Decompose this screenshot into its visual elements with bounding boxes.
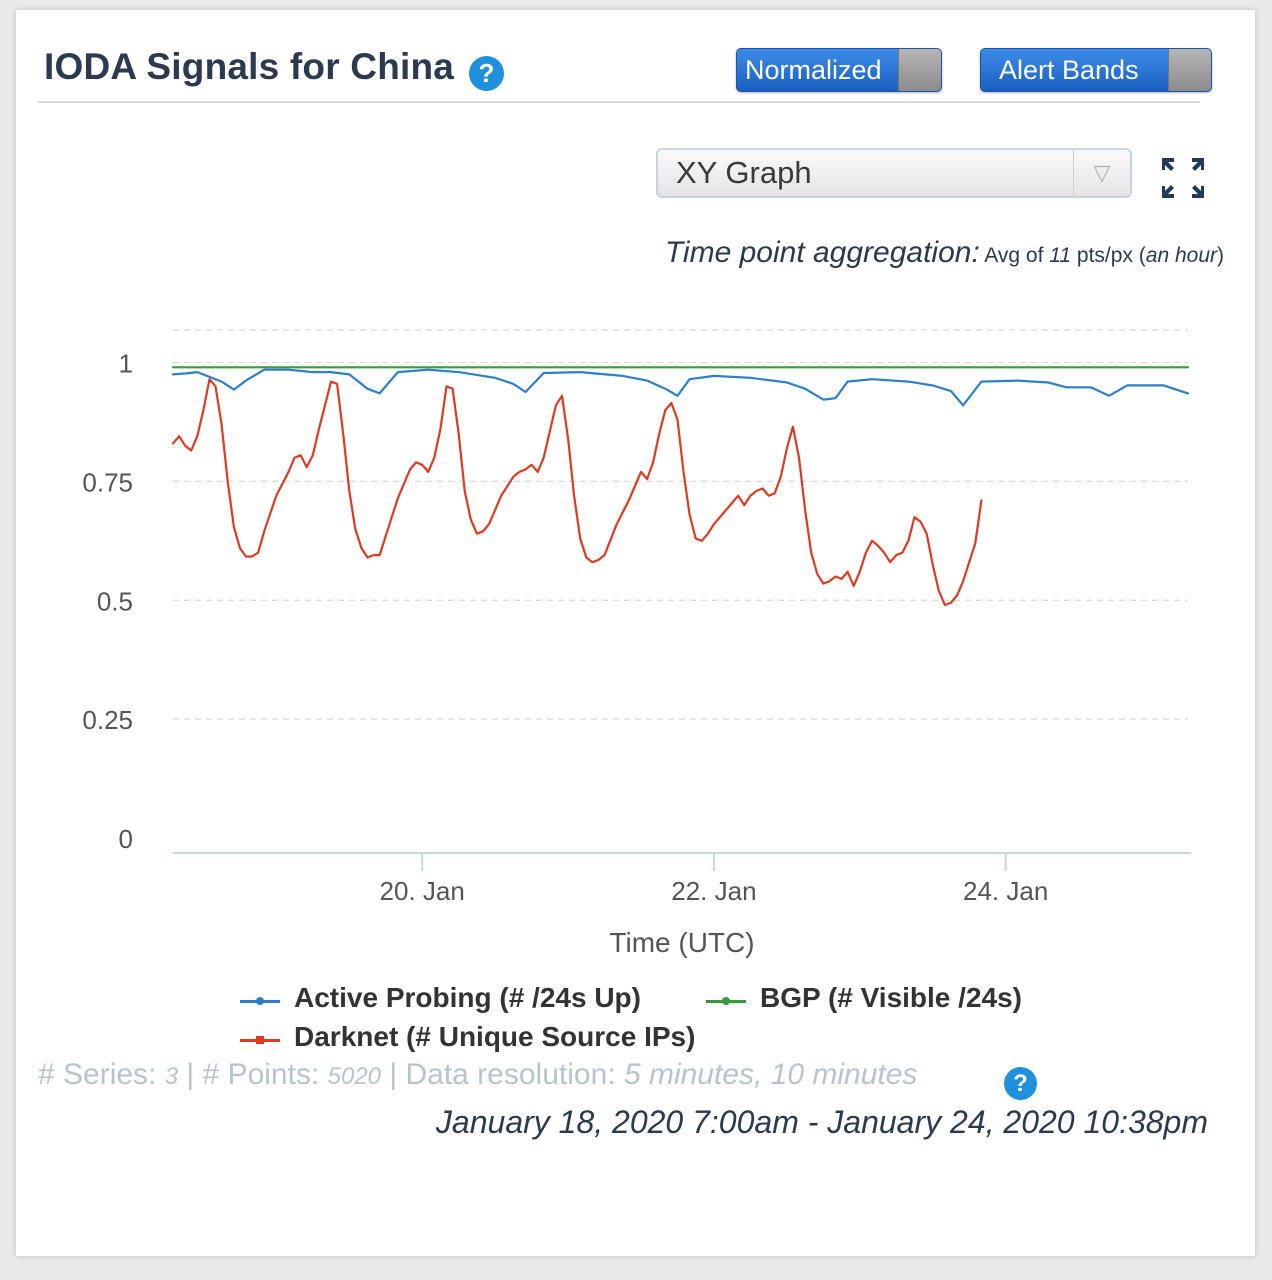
legend-bgp-label: BGP (# Visible /24s) (760, 982, 1022, 1013)
points-count: 5020 (327, 1063, 382, 1090)
normalized-toggle-label: Normalized (745, 55, 882, 85)
aggregation-detail: Avg of 11 pts/px (an hour) (984, 244, 1224, 267)
series-active-probing (171, 368, 1190, 407)
time-aggregation: Time point aggregation: Avg of 11 pts/px… (665, 236, 1224, 270)
x-tick-label: 24. Jan (963, 876, 1048, 906)
y-tick-label: 0 (119, 824, 133, 854)
view-type-select-value: XY Graph (676, 155, 812, 190)
alert-bands-toggle-label: Alert Bands (999, 55, 1139, 85)
series-darknet (171, 378, 983, 607)
y-tick-label: 0.75 (82, 467, 133, 497)
toggle-knob (898, 49, 941, 91)
date-range: January 18, 2020 7:00am - January 24, 20… (435, 1104, 1208, 1140)
series-stats: # Series: 3 | # Points: 5020 | Data reso… (38, 1058, 918, 1091)
question-circle-icon[interactable]: ? (469, 56, 504, 91)
toggle-knob (1168, 49, 1211, 91)
y-tick-label: 1 (119, 349, 133, 379)
series-count: 3 (164, 1063, 179, 1090)
xy-graph[interactable]: 0 0.25 0.5 0.75 1 20. Jan 22. Jan 24. Jan Time … (0, 0, 1272, 980)
aggregation-label: Time point aggregation: (664, 236, 980, 269)
x-tick-label: 20. Jan (380, 876, 465, 906)
normalized-toggle[interactable]: Normalized (736, 48, 942, 92)
legend-darknet-label: Darknet (# Unique Source IPs) (294, 1021, 696, 1052)
chevron-down-icon: ▽ (1073, 150, 1130, 196)
page-title: IODA Signals for China (44, 46, 455, 87)
x-tick-label: 22. Jan (671, 876, 756, 906)
y-tick-label: 0.5 (97, 586, 133, 616)
x-axis-title: Time (UTC) (609, 927, 754, 958)
header-divider (38, 101, 1200, 103)
fullscreen-expand-icon[interactable] (1144, 148, 1204, 213)
data-resolution: 5 minutes, 10 minutes (623, 1058, 918, 1091)
signals-panel (16, 10, 1255, 1256)
view-type-select[interactable]: XY Graph ▽ (656, 148, 1132, 198)
y-tick-label: 0.25 (82, 705, 133, 735)
legend-active-probing-label: Active Probing (# /24s Up) (294, 982, 641, 1013)
alert-bands-toggle[interactable]: Alert Bands (980, 48, 1212, 92)
question-circle-icon[interactable]: ? (1004, 1067, 1037, 1100)
